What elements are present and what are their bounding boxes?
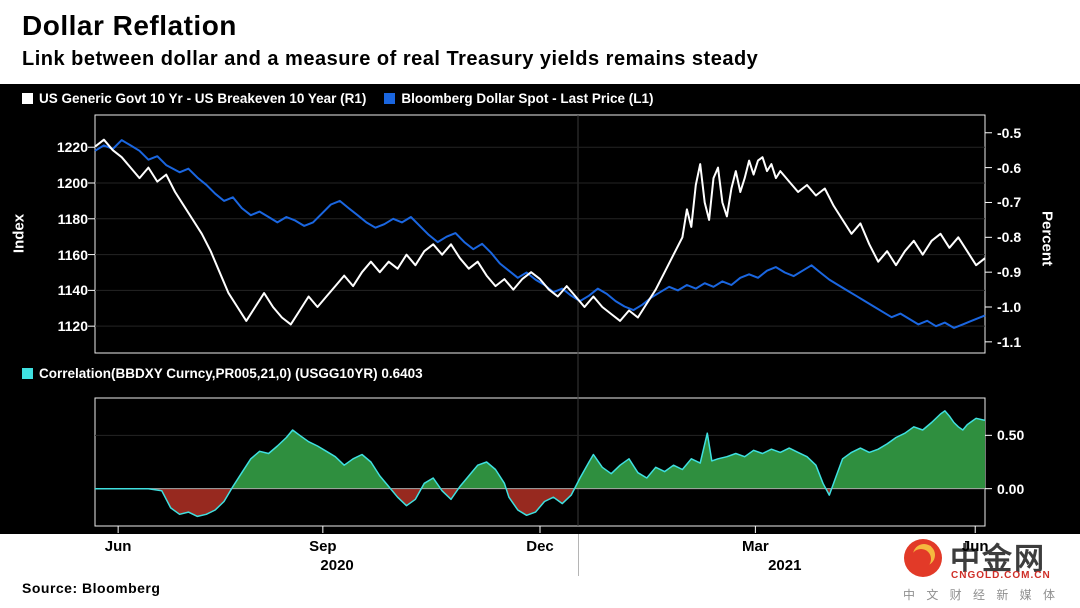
x-axis-year-1: 2021 xyxy=(768,557,802,574)
year-divider-line xyxy=(578,534,579,576)
left-axis-tick-1: 1200 xyxy=(56,175,88,191)
x-axis-tick-0: Jun xyxy=(104,538,132,555)
left-axis-tick-5: 1120 xyxy=(57,318,88,335)
right-axis-tick-2: -0.7 xyxy=(997,194,1022,211)
chart-title: Dollar Reflation xyxy=(22,10,237,41)
right-axis-title: Percent xyxy=(1038,210,1056,267)
right-axis-tick-0: -0.5 xyxy=(997,124,1022,141)
legend-label-blue-series: Bloomberg Dollar Spot - Last Price (L1) xyxy=(401,91,654,106)
right-axis-tick-4: -0.9 xyxy=(997,264,1022,281)
legend-swatch-white-series xyxy=(22,93,33,104)
legend-top: US Generic Govt 10 Yr - US Breakeven 10 … xyxy=(22,91,653,106)
watermark-tagline: 中 文 财 经 新 媒 体 xyxy=(903,588,1060,602)
left-axis-title: Index xyxy=(10,213,28,254)
legend-swatch-correlation-series xyxy=(22,368,33,379)
correlation-axis-tick-0: 0.50 xyxy=(997,427,1025,444)
left-axis-tick-3: 1160 xyxy=(57,246,88,263)
watermark-domain: CNGOLD.COM.CN xyxy=(951,570,1051,581)
right-axis-tick-3: -0.8 xyxy=(997,229,1022,246)
source-attribution: Source: Bloomberg xyxy=(22,580,161,596)
chart-area: US Generic Govt 10 Yr - US Breakeven 10 … xyxy=(0,84,1080,534)
x-axis-tick-1: Sep xyxy=(309,538,337,555)
left-axis-tick-2: 1180 xyxy=(57,210,88,227)
right-axis-tick-5: -1.0 xyxy=(997,299,1022,315)
chart-subtitle: Link between dollar and a measure of rea… xyxy=(22,48,759,70)
x-axis-year-0: 2020 xyxy=(320,557,354,574)
legend-label-correlation-series: Correlation(BBDXY Curncy,PR005,21,0) (US… xyxy=(39,366,423,381)
legend-swatch-blue-series xyxy=(384,93,396,104)
x-axis-tick-4: Jun xyxy=(961,538,989,555)
chart-canvas xyxy=(88,114,992,533)
cngold-logo-icon xyxy=(904,539,942,577)
legend-label-white-series: US Generic Govt 10 Yr - US Breakeven 10 … xyxy=(39,91,367,106)
left-axis-tick-4: 1140 xyxy=(57,282,88,299)
left-axis-tick-0: 1220 xyxy=(56,139,88,156)
x-axis-tick-2: Dec xyxy=(526,538,554,555)
right-axis-tick-6: -1.1 xyxy=(997,333,1022,350)
x-axis-tick-3: Mar xyxy=(742,538,769,555)
legend-bottom: Correlation(BBDXY Curncy,PR005,21,0) (US… xyxy=(22,366,423,381)
right-axis-tick-1: -0.6 xyxy=(997,159,1022,176)
correlation-axis-tick-1: 0.00 xyxy=(997,480,1025,497)
watermark-site-name: 中金网 xyxy=(950,543,1046,576)
